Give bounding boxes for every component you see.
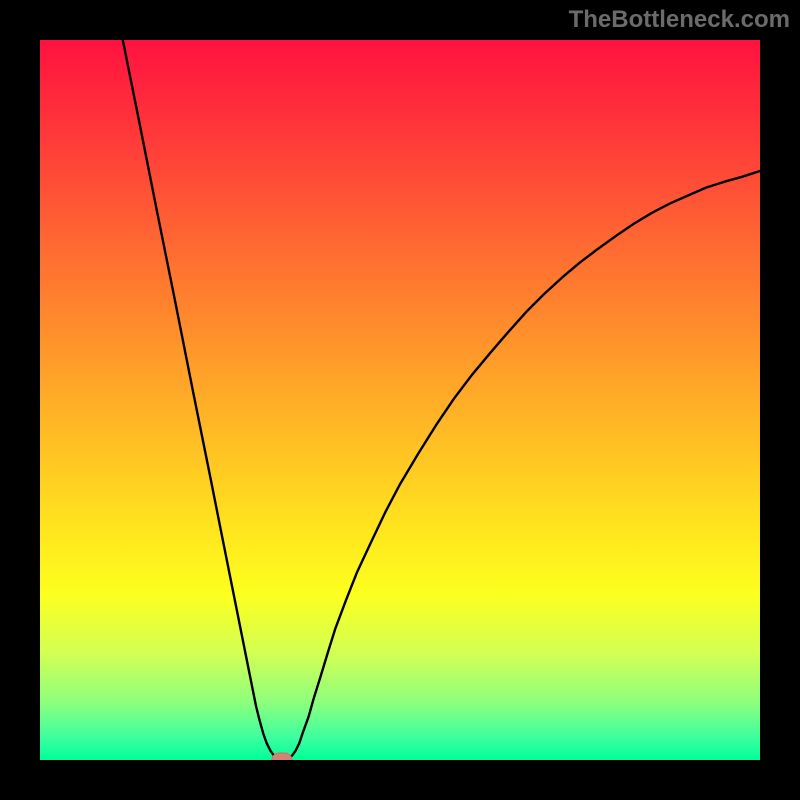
bottleneck-chart [0,0,800,800]
plot-area [40,40,760,760]
chart-stage: TheBottleneck.com [0,0,800,800]
